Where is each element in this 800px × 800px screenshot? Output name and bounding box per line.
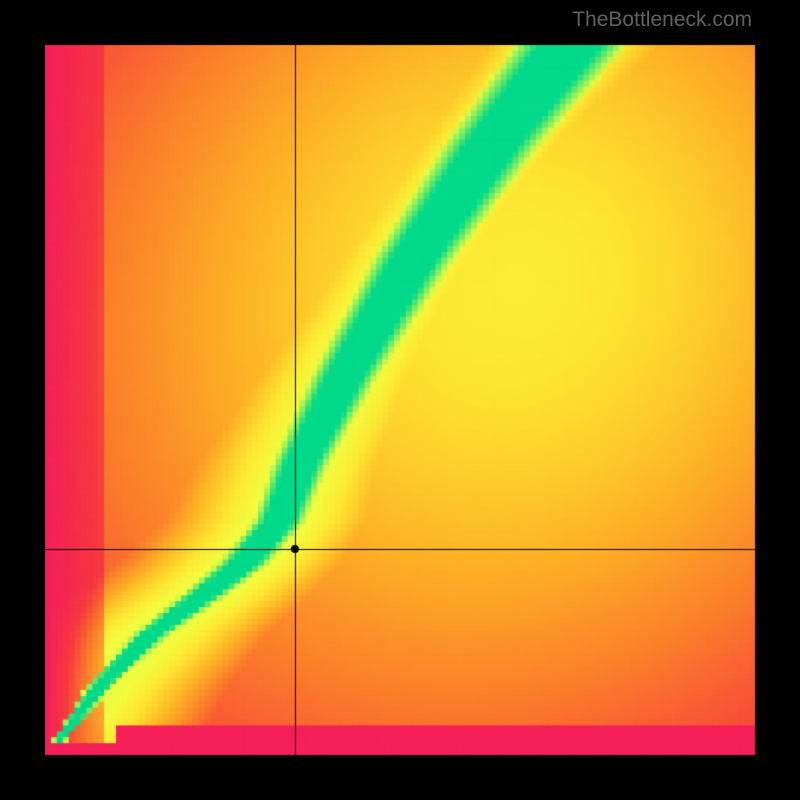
heatmap-canvas <box>0 0 800 800</box>
watermark-text: TheBottleneck.com <box>572 8 752 32</box>
